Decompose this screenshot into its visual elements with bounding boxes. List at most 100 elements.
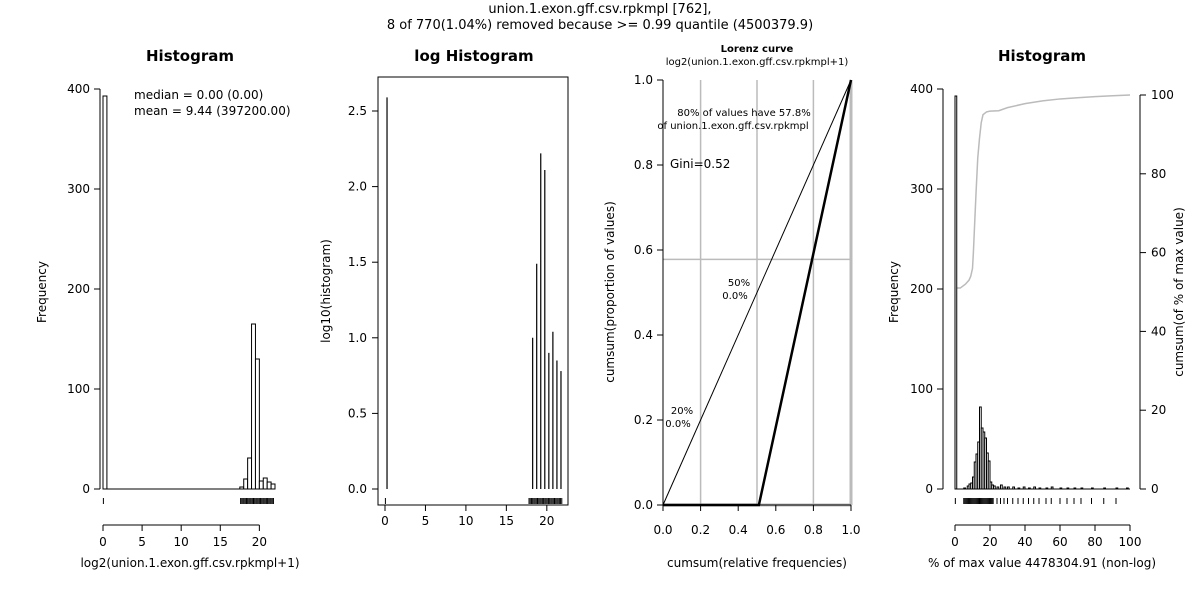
panel1-y-tick-label-0: 0 [82,482,90,496]
panel3-p20-value: 0.0% [665,419,690,430]
panel1-mean-label: mean = 9.44 (397200.00) [134,104,291,118]
chart-title-line2: 8 of 770(1.04%) removed because >= 0.99 … [386,18,814,33]
panel3-y-tick-label-3: 0.6 [634,243,653,257]
panel4-bar-17 [993,485,996,490]
panel1-x-label: log2(union.1.exon.gff.csv.rpkmpl+1) [80,556,299,570]
panel4-bar-31 [1066,487,1070,490]
panel2-frame [377,76,569,506]
panel1-bar-9 [270,483,276,490]
panel1-bar-4 [251,323,256,490]
panel4-bar-28 [1045,487,1049,490]
panel4-bar-21 [1007,486,1010,490]
panel2-title: log Histogram [414,47,533,65]
panel4-bar-0 [954,95,958,490]
panel3-x-tick-label-5: 1.0 [841,523,860,537]
panel3-y-tick-label-0: 0.0 [634,498,653,512]
panel3-p50-label: 50% [728,278,750,289]
panel4-bar-32 [1073,487,1077,490]
panel2-y-tick-label-4: 2.0 [348,180,367,194]
panel3-x-tick-label-1: 0.2 [691,523,710,537]
panel3-annotation-line2: of union.1.exon.gff.csv.rpkmpl [657,121,808,132]
panel1-y-tick-label-3: 300 [67,182,90,196]
panel4-y-tick-label-1: 100 [910,382,933,396]
panel2-y-tick-label-1: 0.5 [348,406,367,420]
panel3-x-tick-label-4: 0.8 [804,523,823,537]
panel4-y-tick-label-0: 0 [925,482,933,496]
panel3-title: Lorenz curve [721,44,794,55]
panel1-bar-2 [243,478,249,490]
panel4-y2-tick-label-1: 20 [1151,403,1166,417]
panel3-gini-label: Gini=0.52 [670,157,730,171]
panel2-x-tick-label-4: 20 [539,514,554,528]
panel4-bar-35 [1103,487,1106,490]
panel4-bar-14 [987,460,991,490]
panel4-bar-22 [1012,486,1015,490]
panel1-x-tick-label-0: 0 [99,535,107,549]
panel4-y2-tick-label-5: 100 [1151,88,1174,102]
panel3-y-label: cumsum(proportion of values) [603,201,617,383]
panel2-x-tick-label-1: 5 [422,514,430,528]
panel3-x-tick-label-0: 0.0 [653,523,672,537]
panel1-bar-5 [254,358,260,490]
panel1-x-tick-label-4: 20 [252,535,267,549]
panel4-x-tick-label-5: 100 [1119,535,1142,549]
panel1-y-tick-label-4: 400 [67,82,90,96]
panel3-p50-value: 0.0% [722,291,747,302]
panel4-bar-36 [1115,487,1119,490]
panel2-x-tick-label-2: 10 [458,514,473,528]
panel4-bar-26 [1033,486,1036,490]
panel4-bar-30 [1059,487,1063,490]
panel1-title: Histogram [146,47,234,65]
panel4-bar-33 [1080,487,1084,490]
panel3-equality-line [662,79,852,506]
panel4-bar-1 [963,487,966,490]
panel4-y2-tick-label-4: 80 [1151,167,1166,181]
panel2-y-tick-label-3: 1.5 [348,255,367,269]
panel2-y-tick-label-0: 0.0 [348,482,367,496]
panel2-x-tick-label-0: 0 [381,514,389,528]
panel3-y-tick-label-4: 0.8 [634,158,653,172]
panel1-x-tick-label-2: 10 [174,535,189,549]
panel1-bar-7 [262,477,268,490]
panel4-bar-23 [1017,487,1021,490]
panel3-x-tick-label-3: 0.6 [766,523,785,537]
panel4-y-tick-label-3: 300 [910,182,933,196]
panel4-bar-27 [1038,487,1042,490]
panel3-y-tick-label-5: 1.0 [634,73,653,87]
panel4-y2-tick-label-3: 60 [1151,246,1166,260]
panel3-subtitle: log2(union.1.exon.gff.csv.rpkmpl+1) [666,57,849,68]
panel4-bar-25 [1028,487,1031,490]
panel4-title: Histogram [998,47,1086,65]
panel4-x-tick-label-0: 0 [951,535,959,549]
panel3-y-tick-label-2: 0.4 [634,328,653,342]
panel1-x-tick-label-1: 5 [138,535,146,549]
panel2-y-label: log10(histogram) [319,239,333,343]
panel4-y2-tick-label-0: 0 [1151,482,1159,496]
panel3-annotation-line1: 80% of values have 57.8% [677,108,810,119]
panel4-y-label: Frequency [887,261,901,323]
panel3-p20-label: 20% [671,406,693,417]
panel1-y-tick-label-2: 200 [67,282,90,296]
panel4-y-tick-label-4: 400 [910,82,933,96]
panel1-y-tick-label-1: 100 [67,382,90,396]
panel2-y-tick-label-5: 2.5 [348,104,367,118]
panel1-x-tick-label-3: 15 [213,535,228,549]
panel1-bar-8 [266,481,272,490]
panel3-x-label: cumsum(relative frequencies) [667,556,847,570]
panel4-x-tick-label-1: 20 [982,535,997,549]
panel1-bar-6 [258,480,264,490]
panel4-bar-18 [996,486,1000,490]
panel4-x-tick-label-4: 80 [1087,535,1102,549]
panel1-bar-3 [247,457,253,490]
panel4-x-tick-label-3: 60 [1052,535,1067,549]
panel4-bar-37 [1126,487,1129,490]
panel1-bar-0 [102,95,108,490]
panel4-cumulative-curve [955,94,1131,289]
panel1-bar-1 [239,486,245,490]
panel4-y2-label: cumsum(of % of max value) [1172,207,1186,377]
panel4-bar-24 [1022,486,1026,490]
panel3-y-tick-label-1: 0.2 [634,413,653,427]
panel4-bar-29 [1050,486,1054,490]
panel3-x-tick-label-2: 0.4 [729,523,748,537]
panel1-y-label: Frequency [35,261,49,323]
